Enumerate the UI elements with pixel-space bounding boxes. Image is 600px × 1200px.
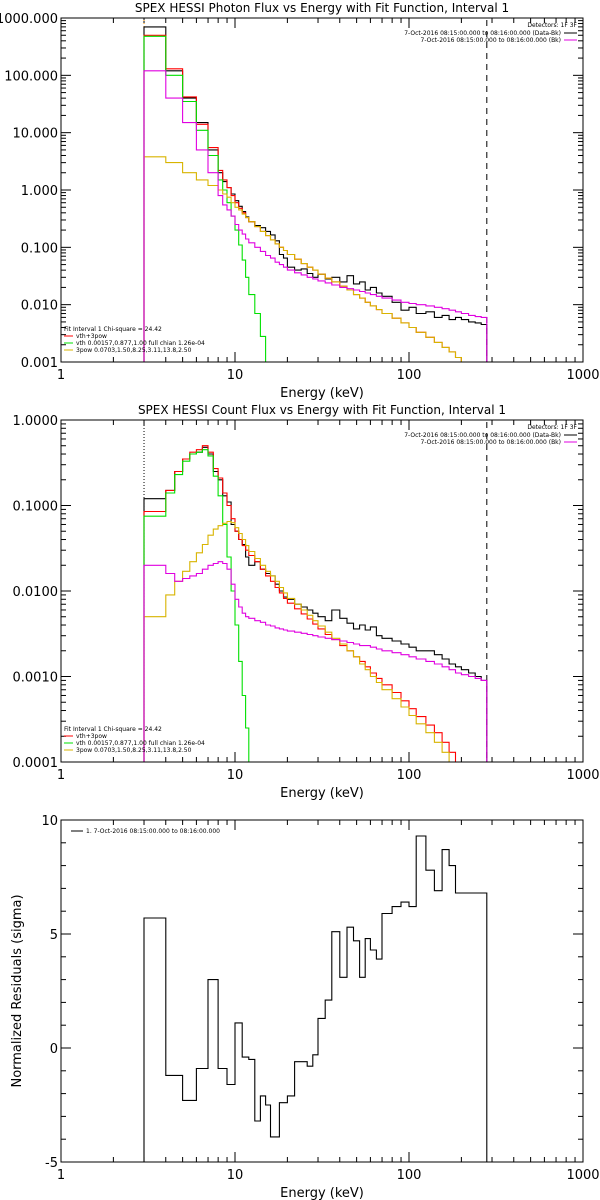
y-tick-label: 0.100 xyxy=(21,241,58,256)
series-line-data-bk xyxy=(143,446,488,762)
series-line-vth-3pow xyxy=(143,445,487,762)
series-line-residuals xyxy=(143,835,488,1162)
legend-bottom-entry: Fit Interval 1 Chi-square = 24.42 xyxy=(64,726,162,733)
legend-top-entry: 7-Oct-2016 08:15:00.000 to 08:16:00.000 … xyxy=(421,37,562,44)
legend-bottom-entry: Fit Interval 1 Chi-square = 24.42 xyxy=(64,326,162,333)
legend-bottom-entry: vth+3pow xyxy=(76,733,107,740)
y-tick-label: 0.010 xyxy=(21,299,58,314)
legend-top-entry: 7-Oct-2016 08:15:00.000 to 08:16:00.000 … xyxy=(404,432,561,439)
legend-bottom-entry: vth 0.00157,0.877,1.00 full chian 1.26e-… xyxy=(76,340,205,347)
y-tick-label: 0.0100 xyxy=(13,585,59,600)
legend-top-entry: 7-Oct-2016 08:15:00.000 to 08:16:00.000 … xyxy=(421,439,562,446)
legend-inner-entry: 1. 7-Oct-2016 08:15:00.000 to 08:16:00.0… xyxy=(86,828,220,835)
x-tick-label: 100 xyxy=(397,768,422,783)
series-line-3pow xyxy=(143,520,487,762)
x-tick-label: 100 xyxy=(397,368,422,383)
legend-top-entry: 7-Oct-2016 08:15:00.000 to 08:16:00.000 … xyxy=(404,30,561,37)
x-tick-label: 1 xyxy=(57,768,65,783)
plot-frame xyxy=(60,819,584,1163)
series-line-vth xyxy=(143,449,261,762)
x-tick-label: 10 xyxy=(227,1168,244,1183)
y-tick-label: 0.001 xyxy=(21,356,58,371)
x-tick-label: 1000 xyxy=(566,368,599,383)
x-tick-label: 10 xyxy=(227,368,244,383)
x-tick-label: 1 xyxy=(57,368,65,383)
x-tick-label: 1 xyxy=(57,1168,65,1183)
y-tick-label: 10 xyxy=(41,814,58,829)
chart-title: SPEX HESSI Photon Flux vs Energy with Fi… xyxy=(135,1,509,15)
x-axis-label: Energy (keV) xyxy=(280,786,364,801)
y-tick-label: 10.000 xyxy=(13,127,59,142)
y-axis-label: Normalized Residuals (sigma) xyxy=(10,894,25,1087)
detectors-label: Detectors: 1F 3F xyxy=(527,22,577,29)
y-tick-label: 0.0001 xyxy=(13,756,59,771)
x-tick-label: 10 xyxy=(227,768,244,783)
y-tick-label: 0.1000 xyxy=(13,500,59,515)
legend-bottom-entry: 3pow 0.0703,1.50,8.25,3.11,13.8,2.50 xyxy=(76,347,192,354)
x-axis-label: Energy (keV) xyxy=(280,1186,364,1200)
x-tick-label: 1000 xyxy=(566,768,599,783)
plot-frame xyxy=(60,17,584,363)
legend-bottom-entry: 3pow 0.0703,1.50,8.25,3.11,13.8,2.50 xyxy=(76,747,192,754)
detectors-label: Detectors: 1F 3F xyxy=(527,424,577,431)
series-line-bk xyxy=(143,561,488,762)
y-tick-label: 0.0010 xyxy=(13,671,59,686)
series-line-vth xyxy=(143,35,284,362)
x-axis-label: Energy (keV) xyxy=(280,386,364,401)
series-line-3pow xyxy=(143,156,487,362)
series-line-data-bk xyxy=(143,26,488,362)
chart-title: SPEX HESSI Count Flux vs Energy with Fit… xyxy=(138,403,506,417)
y-tick-label: -5 xyxy=(45,1156,58,1171)
y-tick-label: 0 xyxy=(50,1042,58,1057)
plot-frame xyxy=(60,419,584,763)
y-tick-label: 100.000 xyxy=(4,69,58,84)
y-tick-label: 1.000 xyxy=(21,184,58,199)
x-tick-label: 1000 xyxy=(566,1168,599,1183)
series-line-bk xyxy=(143,70,488,362)
y-tick-label: 1.0000 xyxy=(13,414,59,429)
y-tick-label: 1000.000 xyxy=(0,12,58,27)
x-tick-label: 100 xyxy=(397,1168,422,1183)
y-tick-label: 5 xyxy=(50,928,58,943)
legend-bottom-entry: vth+3pow xyxy=(76,333,107,340)
legend-bottom-entry: vth 0.00157,0.877,1.00 full chian 1.26e-… xyxy=(76,740,205,747)
series-line-vth-3pow xyxy=(143,34,487,362)
